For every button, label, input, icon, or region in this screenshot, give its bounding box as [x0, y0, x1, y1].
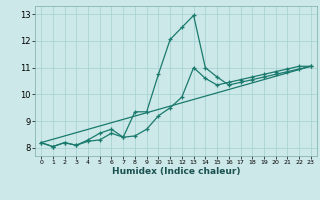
X-axis label: Humidex (Indice chaleur): Humidex (Indice chaleur) [112, 167, 240, 176]
